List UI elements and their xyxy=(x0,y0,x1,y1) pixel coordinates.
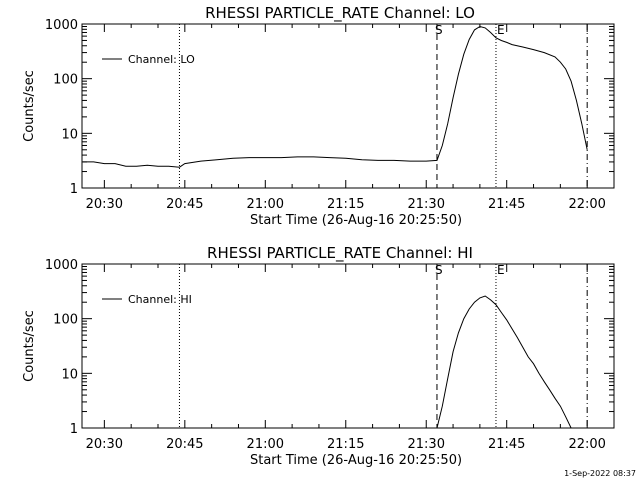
panel-2-y-tick-label: 10 xyxy=(61,367,78,382)
panel-1-y-tick-label: 1 xyxy=(70,182,78,197)
panel-2-end-marker-label: E xyxy=(497,263,505,277)
panel-1-y-tick-label: 10 xyxy=(61,127,78,142)
panel-1-start-marker-label: S xyxy=(435,23,443,37)
panel-2-x-tick-label: 21:00 xyxy=(247,437,284,452)
panel-2-series-line-0 xyxy=(436,295,572,429)
panel-2-start-marker-label: S xyxy=(435,263,443,277)
panel-1-y-tick-label: 100 xyxy=(53,73,78,88)
panel-2-plot-frame xyxy=(81,263,615,429)
panel-2-y-axis-label: Counts/sec xyxy=(22,310,37,382)
panel-1-x-tick-label: 21:45 xyxy=(488,197,525,212)
panel-2-x-tick-label: 20:45 xyxy=(166,437,203,452)
panel-1-x-tick-label: 21:00 xyxy=(247,197,284,212)
panel-1-y-tick-label: 1000 xyxy=(45,18,78,33)
panel-2-x-tick-label: 20:30 xyxy=(86,437,123,452)
panel-1-x-tick-label: 20:45 xyxy=(166,197,203,212)
panel-1-x-tick-label: 20:30 xyxy=(86,197,123,212)
panel-1-y-axis-label: Counts/sec xyxy=(22,70,37,142)
panel-2-y-tick-label: 100 xyxy=(53,313,78,328)
panel-2-x-tick-label: 22:00 xyxy=(568,437,605,452)
panel-1-x-axis-label: Start Time (26-Aug-16 20:25:50) xyxy=(250,213,462,228)
panel-2-x-tick-label: 21:30 xyxy=(408,437,445,452)
panel-1-series-line-0 xyxy=(82,25,588,168)
panel-1-x-tick-label: 21:30 xyxy=(408,197,445,212)
panel-1-chart-title: RHESSI PARTICLE_RATE Channel: LO xyxy=(205,4,475,23)
panel-1-end-marker-label: E xyxy=(497,23,505,37)
panel-1-x-tick-label: 21:15 xyxy=(327,197,364,212)
panel-1-legend-entry: Channel: LO xyxy=(128,53,195,66)
panel-2-chart-title: RHESSI PARTICLE_RATE Channel: HI xyxy=(207,244,473,263)
panel-2-x-axis-label: Start Time (26-Aug-16 20:25:50) xyxy=(250,453,462,468)
panel-1-plot-frame xyxy=(81,23,615,189)
panel-2-y-tick-label: 1000 xyxy=(45,258,78,273)
panel-2-y-tick-label: 1 xyxy=(70,422,78,437)
timestamp-stamp: 1-Sep-2022 08:37 xyxy=(564,469,636,478)
panel-1-x-tick-label: 22:00 xyxy=(568,197,605,212)
panel-2-x-tick-label: 21:15 xyxy=(327,437,364,452)
panel-2-legend-entry: Channel: HI xyxy=(128,293,192,306)
panel-2-x-tick-label: 21:45 xyxy=(488,437,525,452)
